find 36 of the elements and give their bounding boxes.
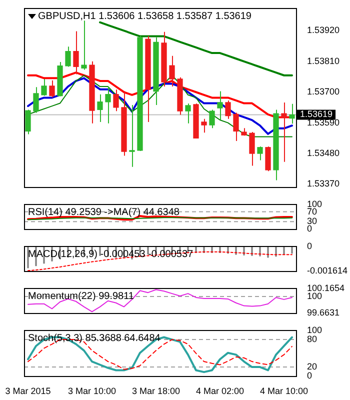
candlestick [257, 146, 263, 161]
candlestick [113, 89, 119, 112]
chart-title: GBPUSD,H1 1.53606 1.53658 1.53587 1.53619 [38, 11, 252, 22]
y-tick-label: 20 [307, 362, 318, 372]
y-tick-label: 70 [307, 206, 318, 216]
candlestick [201, 118, 207, 134]
y-tick-label: 99.6631 [307, 307, 340, 318]
x-tick-label: 3 Mar 2015 [5, 386, 51, 396]
candlestick [217, 90, 223, 120]
x-tick-label: 4 Mar 02:00 [196, 386, 244, 396]
candlestick [241, 128, 247, 136]
candlestick [129, 104, 135, 168]
y-tick-label: 80 [307, 334, 318, 344]
chart-title: Momentum(22) 99.9811 [28, 291, 134, 302]
chart-title: RSI(14) 49.2539 ->MA(7) 44.6348 [28, 207, 180, 218]
y-tick-label: 100 [307, 290, 322, 301]
y-tick-label: 1.53810 [307, 56, 340, 66]
y-tick-label: 100 [307, 198, 322, 209]
y-tick-label: -0.001614 [307, 265, 348, 276]
y-tick-label: 1.53480 [307, 148, 340, 158]
y-tick-label: 100.1654 [307, 282, 345, 293]
x-tick-label: 3 Mar 10:00 [68, 386, 116, 396]
y-tick-label: 0 [307, 240, 312, 251]
y-tick-label: 100 [307, 324, 322, 335]
ref-line-label: 1.53619 [300, 109, 333, 120]
y-tick-label: 1.53370 [307, 178, 340, 189]
y-tick-label: 1.53700 [307, 86, 340, 97]
x-tick-label: 3 Mar 18:00 [132, 386, 180, 396]
x-tick-label: 4 Mar 10:00 [260, 386, 308, 396]
line-series [28, 251, 292, 271]
candlestick [33, 86, 39, 114]
y-tick-label: 0 [307, 370, 312, 381]
y-tick-label: 1.53920 [307, 25, 340, 36]
candlestick [185, 103, 191, 124]
y-tick-label: 1.53590 [307, 117, 340, 128]
candlestick [81, 20, 87, 70]
